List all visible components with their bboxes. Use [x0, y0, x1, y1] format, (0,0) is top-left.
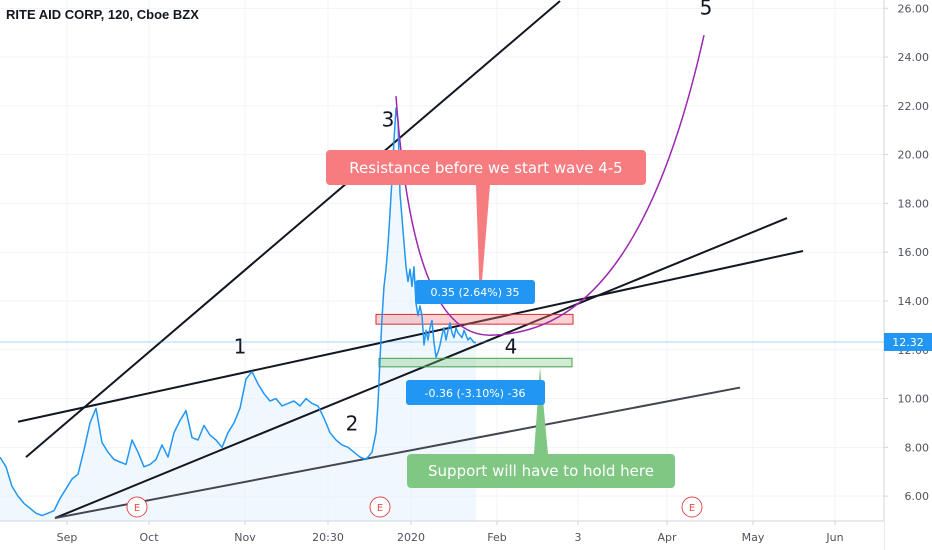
earnings-marker-label: E: [134, 503, 140, 514]
x-tick-label: Sep: [57, 531, 78, 544]
callouts: Resistance before we start wave 4-5 Suppo…: [326, 150, 675, 488]
support-callout-box[interactable]: [407, 454, 675, 488]
x-tick-label: 3: [575, 531, 582, 544]
earnings-marker-1[interactable]: E: [126, 496, 148, 518]
price-axis-background: [884, 0, 932, 550]
earnings-marker-circle: [681, 496, 703, 518]
x-tick-label: Nov: [234, 531, 256, 544]
wave-label-4: 4: [505, 334, 518, 358]
resistance-callout-box[interactable]: [326, 150, 646, 185]
x-tick-label: Oct: [139, 531, 159, 544]
earnings-marker-circle: [126, 496, 148, 518]
y-tick-label: 10.00: [898, 393, 930, 406]
resistance-callout-text: Resistance before we start wave 4-5: [349, 159, 622, 177]
y-tick-label: 14.00: [898, 295, 930, 308]
y-tick-label: 24.00: [898, 51, 930, 64]
measure-up-text: 0.35 (2.64%) 35: [430, 286, 519, 299]
support-callout-text: Support will have to hold here: [428, 462, 654, 480]
y-tick-label: 16.00: [898, 246, 930, 259]
x-tick-label: May: [742, 531, 765, 544]
support-zone[interactable]: [378, 357, 573, 368]
earnings-marker-label: E: [689, 503, 695, 514]
trendline-1[interactable]: [25, 0, 561, 458]
x-tick-label: Jun: [825, 531, 843, 544]
projection-curve: [395, 34, 705, 336]
price-zones: [375, 313, 574, 368]
x-tick-label: Feb: [487, 531, 506, 544]
measure-down-box[interactable]: [406, 380, 545, 405]
y-tick-label: 26.00: [898, 2, 930, 15]
price-line: [0, 107, 476, 517]
earnings-marker-3[interactable]: E: [681, 496, 703, 518]
wave-labels: 1 2 3 4 5: [234, 0, 713, 435]
wave-label-3: 3: [382, 108, 395, 132]
y-tick-label: 22.00: [898, 100, 930, 113]
earnings-marker-circle: [369, 496, 391, 518]
x-tick-label: Apr: [657, 531, 677, 544]
earnings-marker-label: E: [377, 503, 383, 514]
earnings-marker-2[interactable]: E: [369, 496, 391, 518]
price-series: [0, 107, 476, 517]
y-tick-label: 20.00: [898, 149, 930, 162]
last-price-badge: [884, 332, 932, 351]
projection-curve-line[interactable]: [395, 34, 705, 336]
measure-down-text: -0.36 (-3.10%) -36: [425, 387, 526, 400]
y-tick-label: 18.00: [898, 197, 930, 210]
y-tick-label: 8.00: [905, 441, 930, 454]
resistance-callout-pointer: [476, 185, 490, 305]
trendline-4[interactable]: [54, 386, 741, 520]
trendlines: [17, 0, 804, 520]
wave-label-1: 1: [234, 334, 247, 358]
last-price-label: 12.32: [892, 336, 924, 349]
time-axis-background: [0, 521, 884, 550]
measure-up-box[interactable]: [415, 280, 535, 304]
x-tick-label: 20:30: [312, 531, 344, 544]
trendline-3[interactable]: [54, 217, 788, 519]
wave-label-5: 5: [700, 0, 713, 19]
resistance-zone[interactable]: [375, 313, 574, 325]
trendline-2[interactable]: [17, 250, 804, 423]
support-callout-pointer: [534, 367, 548, 454]
y-tick-label: 6.00: [905, 490, 930, 503]
wave-label-2: 2: [346, 411, 359, 435]
chart-title: RITE AID CORP, 120, Cboe BZX: [6, 7, 199, 22]
x-tick-label: 2020: [397, 531, 425, 544]
